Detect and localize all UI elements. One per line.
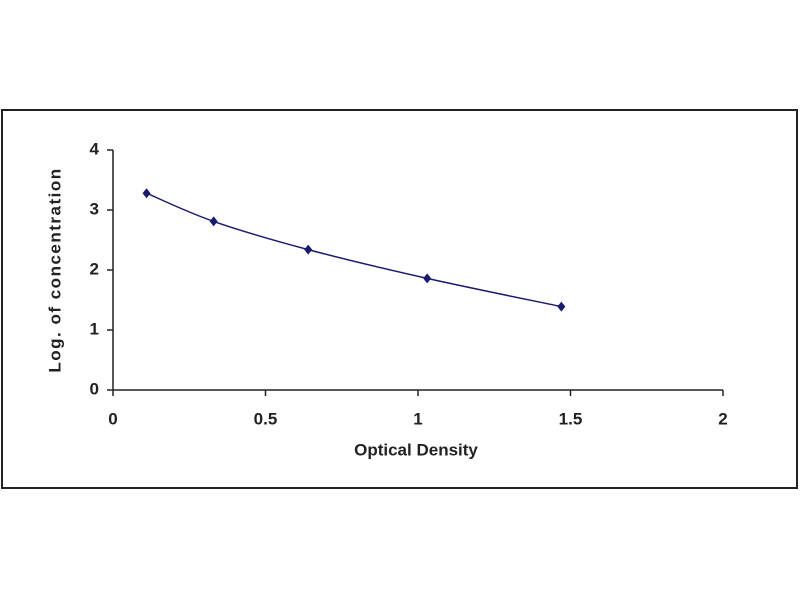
y-tick-label: 0 — [90, 379, 99, 398]
data-point — [557, 301, 566, 312]
y-tick-label: 4 — [90, 139, 100, 158]
data-line — [146, 192, 562, 308]
x-axis-title: Optical Density — [354, 440, 478, 459]
y-tick-label: 3 — [90, 199, 99, 218]
chart-frame — [1, 109, 798, 489]
y-tick-label: 2 — [90, 259, 99, 278]
x-tick-label: 1 — [413, 409, 422, 428]
data-point — [142, 188, 151, 199]
data-point — [304, 244, 313, 255]
x-tick-label: 0.5 — [254, 409, 278, 428]
y-tick-label: 1 — [90, 319, 99, 338]
x-tick-label: 2 — [718, 409, 727, 428]
y-axis-title: Log. of concentration — [45, 167, 64, 372]
x-tick-label: 0 — [108, 409, 117, 428]
data-point — [209, 216, 218, 227]
x-tick-label: 1.5 — [559, 409, 583, 428]
data-point — [423, 273, 432, 284]
